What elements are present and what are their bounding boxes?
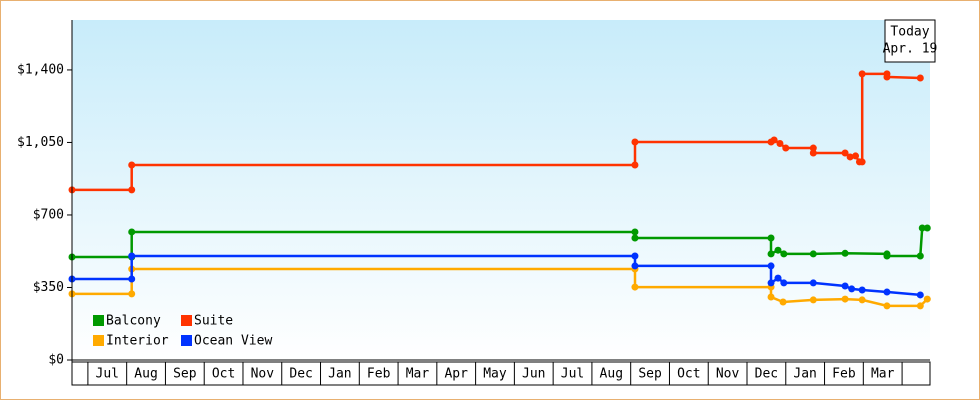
x-tick-label: Oct	[677, 367, 700, 382]
point	[767, 262, 775, 270]
x-tick-label: Feb	[367, 367, 391, 382]
x-tick-label: Aug	[600, 367, 623, 382]
point	[776, 139, 784, 147]
point	[841, 149, 849, 157]
annotation: Apr. 19	[883, 42, 938, 57]
point	[767, 234, 775, 242]
x-tick-label: Oct	[212, 367, 235, 382]
y-tick-label: $700	[33, 207, 64, 222]
point	[128, 252, 136, 260]
legend-label: Suite	[194, 314, 233, 329]
point	[841, 282, 849, 290]
point	[128, 228, 136, 236]
x-tick-label: Dec	[289, 367, 312, 382]
point	[780, 250, 788, 258]
point	[918, 224, 926, 232]
legend-label: Ocean View	[194, 334, 272, 349]
legend-swatch	[181, 315, 192, 326]
point	[631, 283, 639, 291]
point	[916, 74, 924, 82]
point	[631, 138, 639, 146]
point	[631, 262, 639, 270]
point	[631, 252, 639, 260]
y-tick-label: $1,400	[17, 62, 64, 77]
today-box	[884, 19, 936, 63]
point	[858, 158, 866, 166]
point	[858, 286, 866, 294]
point	[767, 250, 775, 258]
point	[923, 295, 931, 303]
point	[916, 302, 924, 310]
point	[631, 234, 639, 242]
x-tick-label: Jul	[561, 367, 584, 382]
x-tick-label: Feb	[832, 367, 856, 382]
x-tick-label: Jun	[522, 367, 545, 382]
annotation: Today	[890, 25, 929, 40]
legend-label: Interior	[106, 334, 169, 349]
point	[883, 288, 891, 296]
point	[809, 149, 817, 157]
point	[809, 144, 817, 152]
legend-swatch	[93, 335, 104, 346]
point	[774, 246, 782, 254]
x-tick-label: Nov	[251, 367, 275, 382]
axes: $0 $350 $700 $1,050 $1,400 Jul Aug Sep Oct Nov Dec…	[17, 62, 903, 385]
point	[848, 285, 856, 293]
x-tick-label: Aug	[134, 367, 157, 382]
point	[631, 228, 639, 236]
point	[916, 291, 924, 299]
point	[809, 279, 817, 287]
x-tick-label: Nov	[716, 367, 740, 382]
point	[809, 296, 817, 304]
point	[923, 224, 931, 232]
x-tick-label: Jul	[96, 367, 119, 382]
point	[780, 279, 788, 287]
point	[128, 275, 136, 283]
y-tick-label: $350	[33, 280, 64, 295]
x-tick-label: May	[483, 367, 507, 382]
x-tick-label: Mar	[871, 367, 895, 382]
x-tick-label: Sep	[638, 367, 662, 382]
x-axis-box	[71, 361, 931, 386]
point	[128, 161, 136, 169]
point	[841, 295, 849, 303]
y-tick-label: $0	[48, 353, 64, 368]
legend-swatch	[181, 335, 192, 346]
point	[858, 70, 866, 78]
point	[782, 144, 790, 152]
series-group	[68, 70, 931, 310]
x-tick-label: Apr	[444, 367, 468, 382]
x-tick-label: Sep	[173, 367, 197, 382]
point	[128, 186, 136, 194]
point	[852, 152, 860, 160]
x-tick-label: Jan	[328, 367, 351, 382]
point	[779, 298, 787, 306]
point	[841, 249, 849, 257]
x-tick-label: Dec	[755, 367, 778, 382]
point	[809, 250, 817, 258]
x-tick-label: Mar	[406, 367, 430, 382]
x-tick-label: Jan	[793, 367, 816, 382]
point	[916, 252, 924, 260]
point	[767, 293, 775, 301]
point	[846, 153, 854, 161]
plot-area	[72, 20, 930, 360]
series-line	[72, 267, 929, 308]
legend-label: Balcony	[106, 314, 161, 329]
point	[631, 161, 639, 169]
legend: Balcony Suite Interior Ocean View	[93, 314, 272, 349]
point	[770, 136, 778, 144]
point	[883, 302, 891, 310]
legend-swatch	[93, 315, 104, 326]
point	[767, 279, 775, 287]
point	[883, 73, 891, 81]
point	[883, 252, 891, 260]
point	[858, 296, 866, 304]
point	[774, 274, 782, 282]
y-tick-label: $1,050	[17, 135, 64, 150]
point	[128, 290, 136, 298]
